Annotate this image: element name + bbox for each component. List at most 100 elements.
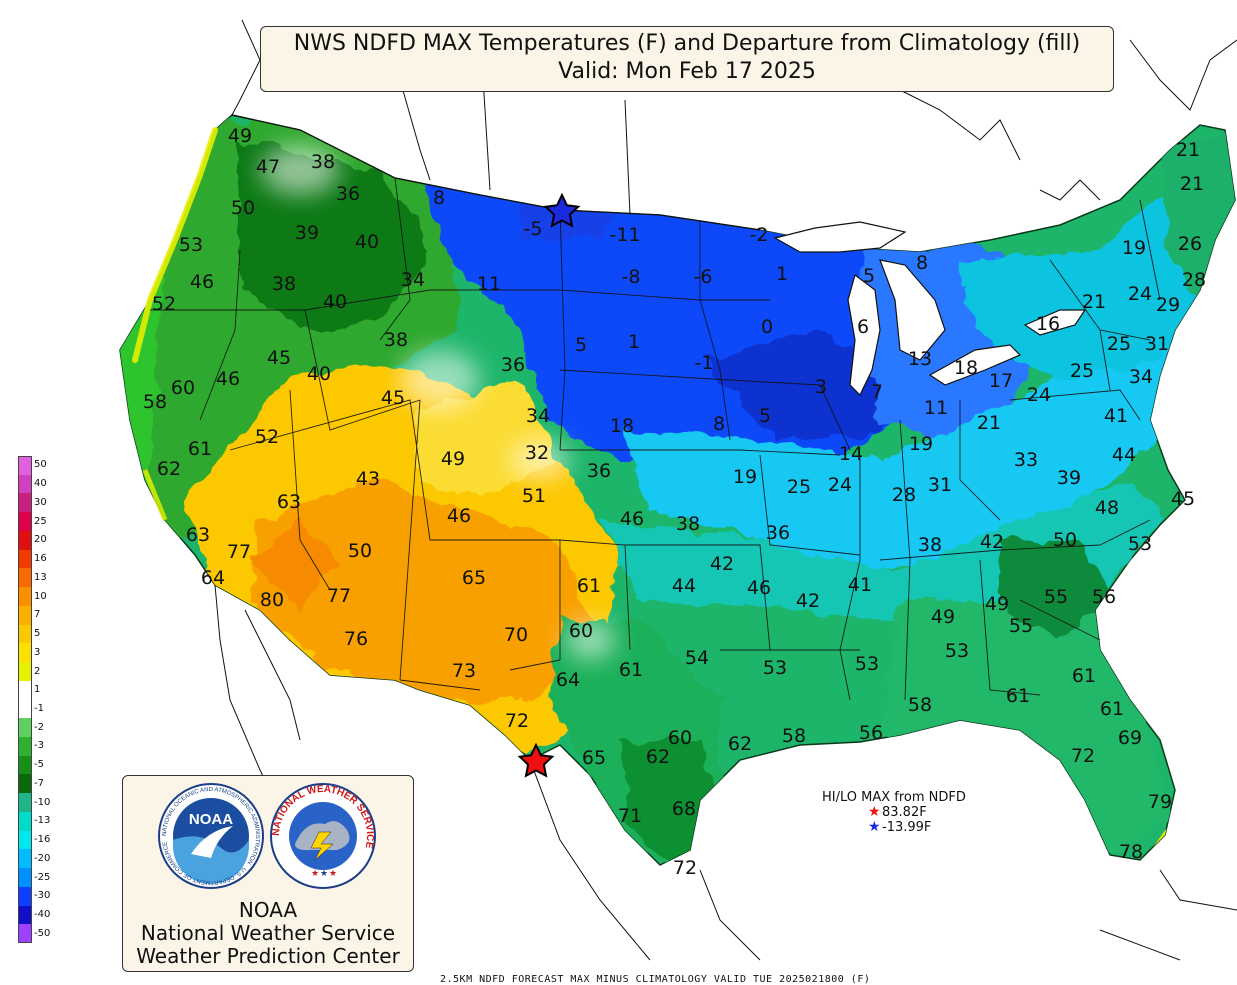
legend-swatch [18,662,32,681]
legend-label: -2 [34,721,44,733]
city-temp-label: 40 [355,231,379,253]
city-temp-label: 61 [1006,685,1030,707]
legend-swatch [18,774,32,794]
city-temp-label: -11 [609,224,640,246]
city-temp-label: 32 [525,442,549,464]
city-temp-label: 38 [676,513,700,535]
map-title-box: NWS NDFD MAX Temperatures (F) and Depart… [260,26,1114,92]
legend-swatch [18,549,32,569]
city-temp-label: 76 [344,628,368,650]
legend-label: -7 [34,777,44,789]
city-temp-label: 45 [1171,488,1195,510]
legend-label: 20 [34,534,47,546]
city-temp-label: 34 [401,269,425,291]
legend-label: -16 [34,834,51,846]
legend-swatch [18,568,32,588]
legend-label: -1 [34,702,44,714]
city-temp-label: 55 [1044,586,1068,608]
city-temp-label: 46 [747,577,771,599]
city-temp-label: 16 [1036,313,1060,335]
svg-text:NOAA: NOAA [189,811,233,828]
city-temp-label: 3 [815,376,827,398]
city-temp-label: -2 [750,224,769,246]
city-temp-label: 56 [1092,586,1116,608]
agency-logos: NOAA NATIONAL OCEANIC AND ATMOSPHERIC AD… [158,783,376,889]
city-temp-label: 49 [441,448,465,470]
city-temp-label: 72 [673,857,697,879]
legend-label: 25 [34,515,47,527]
city-temp-label: 71 [618,805,642,827]
city-temp-label: 5 [575,334,587,356]
legend-swatch [18,587,32,606]
city-temp-label: 61 [577,575,601,597]
svg-text:★: ★ [320,869,328,879]
legend-swatch [18,680,32,700]
city-temp-label: 7 [871,381,883,403]
city-temp-label: 77 [327,585,351,607]
city-temp-label: 58 [143,391,167,413]
city-temp-label: 52 [152,293,176,315]
city-temp-label: 55 [1009,615,1033,637]
noaa-logo-icon: NOAA NATIONAL OCEANIC AND ATMOSPHERIC AD… [158,783,264,889]
city-temp-label: 65 [462,567,486,589]
city-temp-label: 31 [928,474,952,496]
legend-label: -10 [34,796,51,808]
map-title: NWS NDFD MAX Temperatures (F) and Depart… [293,31,1081,56]
legend-swatch [18,793,32,812]
city-temp-label: 14 [839,443,863,465]
legend-swatch [18,624,32,644]
legend-swatch [18,474,32,494]
legend-label: 3 [34,646,41,658]
city-temp-label: 68 [672,798,696,820]
city-temp-label: 17 [989,370,1013,392]
city-temp-label: 13 [908,348,932,370]
city-temp-label: 21 [977,412,1001,434]
city-temp-label: 24 [1128,283,1152,305]
departure-legend-colorbar [18,456,32,944]
legend-label: -30 [34,890,51,902]
legend-swatch [18,718,32,738]
bottom-caption: 2.5KM NDFD FORECAST MAX MINUS CLIMATOLOG… [440,974,871,985]
hilo-lo-row: ★ -13.99F [822,820,992,836]
city-temp-label: 24 [1027,384,1051,406]
legend-swatch [18,924,32,944]
legend-label: -25 [34,871,51,883]
city-temp-label: -8 [622,266,641,288]
city-temp-label: 49 [985,593,1009,615]
city-temp-label: 41 [1104,405,1128,427]
city-temp-label: 36 [587,460,611,482]
city-temp-label: -5 [524,218,543,240]
legend-swatch [18,512,32,531]
city-temp-label: 18 [610,415,634,437]
city-temp-label: 19 [733,466,757,488]
city-temp-label: 53 [1128,533,1152,555]
legend-swatch [18,905,32,925]
hilo-panel: HI/LO MAX from NDFD ★ 83.82F ★ -13.99F [822,790,992,835]
svg-text:★: ★ [311,869,319,879]
city-temp-label: 45 [267,347,291,369]
city-temp-label: 40 [307,363,331,385]
city-temp-label: 77 [227,541,251,563]
city-temp-label: 63 [277,491,301,513]
city-temp-label: 60 [668,727,692,749]
city-temp-label: 46 [620,508,644,530]
city-temp-label: 48 [1095,497,1119,519]
legend-label: 1 [34,684,41,696]
city-temp-label: 36 [336,183,360,205]
city-temp-label: 25 [1107,333,1131,355]
red-star-icon: ★ [868,804,881,820]
hilo-hi-row: ★ 83.82F [822,804,992,821]
city-temp-label: 49 [228,125,252,147]
city-temp-label: 69 [1118,727,1142,749]
legend-label: 30 [34,496,47,508]
city-temp-label: 50 [231,197,255,219]
city-temp-label: 38 [272,273,296,295]
city-temp-label: 50 [1053,529,1077,551]
hi-star-marker [517,742,555,778]
city-temp-label: 31 [1145,333,1169,355]
city-temp-label: 78 [1119,841,1143,863]
city-temp-label: 34 [526,405,550,427]
legend-swatch [18,886,32,906]
city-temp-label: 42 [710,553,734,575]
